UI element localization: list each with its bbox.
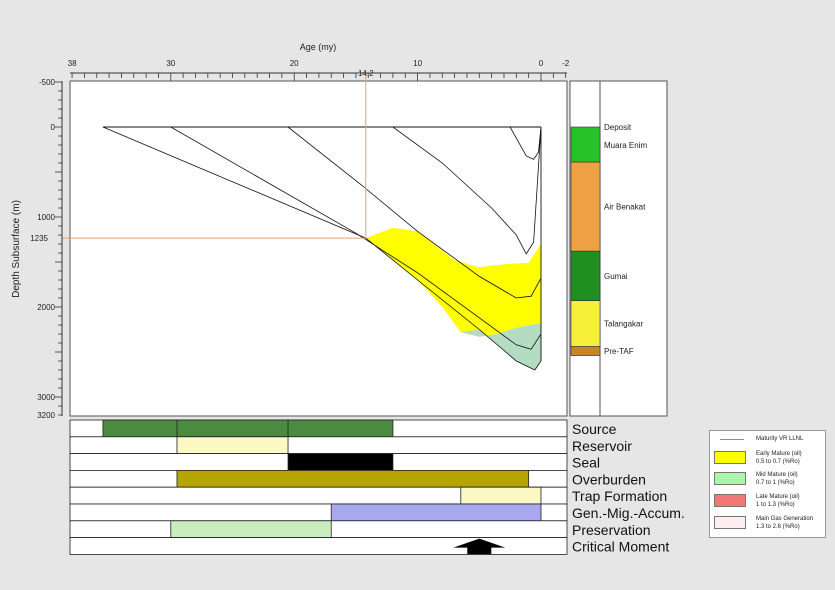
critical-moment-arrow — [453, 538, 506, 555]
strat-unit-label: Gumai — [604, 272, 628, 281]
event-bar — [170, 520, 332, 538]
strat-unit — [570, 250, 601, 301]
event-bar — [287, 453, 394, 471]
horizon-line-5 — [509, 126, 542, 160]
legend-line-swatch — [720, 439, 744, 440]
maturity-legend: Maturity VR LLNL Early Mature (oil) 0.5 … — [709, 430, 826, 538]
strat-unit-label: Muara Enim — [604, 141, 647, 150]
legend-swatch-mid-mature — [714, 472, 746, 485]
x-tick-label: 10 — [413, 59, 422, 68]
event-label: Preservation — [572, 522, 651, 538]
x-tick-label: 0 — [539, 59, 544, 68]
x-tick-label: 30 — [166, 59, 175, 68]
legend-item-late-mature: Late Mature (oil) 1 to 1.3 (%Ro) — [714, 493, 824, 511]
event-label: Seal — [572, 455, 600, 471]
event-row — [69, 436, 568, 454]
depth-marker-label: 1235 — [30, 234, 48, 243]
plot-area — [69, 80, 568, 417]
event-bar — [330, 503, 542, 522]
mid-mature-zone — [460, 323, 541, 370]
x-tick-label: 20 — [290, 59, 299, 68]
legend-swatch-late-mature — [714, 494, 746, 507]
strat-column: Deposit Muara Enim Air Benakat Gumai Talanga… — [570, 123, 647, 356]
legend-label: Mid Mature (oil) — [756, 472, 798, 478]
event-bar — [102, 419, 394, 438]
legend-label: Late Mature (oil) — [756, 494, 800, 500]
strat-unit — [570, 346, 601, 356]
legend-item-maturity-vr: Maturity VR LLNL — [714, 435, 824, 445]
age-marker-label: 14.2 — [358, 69, 374, 78]
legend-item-main-gas: Main Gas Generation 1.3 to 2.6 (%Ro) — [714, 515, 824, 533]
legend-sublabel: 1 to 1.3 (%Ro) — [756, 502, 795, 508]
event-bar — [460, 486, 542, 505]
horizon-line-3 — [287, 126, 542, 299]
burial-horizons — [102, 126, 542, 371]
x-tick-label: 38 — [68, 59, 77, 68]
strat-unit — [570, 161, 601, 252]
marker-lines — [62, 73, 367, 239]
legend-sublabel: 1.3 to 2.6 (%Ro) — [756, 524, 800, 530]
y-tick-label: -500 — [39, 78, 56, 87]
y-axis-title: Depth Subsurface (m) — [11, 200, 22, 298]
event-bar — [176, 436, 289, 454]
event-row — [69, 537, 568, 555]
event-label: Overburden — [572, 471, 646, 487]
legend-item-mid-mature: Mid Mature (oil) 0.7 to 1 (%Ro) — [714, 471, 824, 489]
strat-unit-label: Deposit — [604, 123, 632, 132]
legend-label: Maturity VR LLNL — [756, 436, 804, 442]
legend-label: Main Gas Generation — [756, 516, 814, 522]
event-bar — [176, 469, 530, 488]
early-mature-zone — [365, 227, 541, 337]
x-tick-label: -2 — [562, 59, 570, 68]
maturity-zones — [365, 227, 541, 370]
horizon-line-4 — [392, 126, 542, 255]
legend-label: Early Mature (oil) — [756, 451, 802, 457]
legend-swatch-main-gas — [714, 516, 746, 529]
event-label: Trap Formation — [572, 488, 667, 504]
x-axis-title: Age (my) — [300, 42, 337, 52]
strat-unit-label: Pre-TAF — [604, 347, 634, 356]
y-tick-label: 3200 — [37, 411, 55, 420]
event-label: Critical Moment — [572, 539, 669, 555]
legend-swatch-early-mature — [714, 451, 746, 464]
strat-unit-label: Talangakar — [604, 320, 643, 329]
y-tick-label: 1000 — [37, 213, 55, 222]
y-tick-label: 0 — [51, 123, 56, 132]
strat-unit — [570, 300, 601, 347]
legend-sublabel: 0.7 to 1 (%Ro) — [756, 480, 795, 486]
y-tick-label: 3000 — [37, 393, 55, 402]
strat-unit-label: Air Benakat — [604, 203, 646, 212]
event-label: Source — [572, 421, 617, 437]
event-label: Reservoir — [572, 438, 632, 454]
legend-sublabel: 0.5 to 0.7 (%Ro) — [756, 459, 800, 465]
y-ticks: -500 0 1000 2000 3000 3200 1235 — [30, 78, 62, 420]
strat-unit — [570, 126, 601, 163]
legend-item-early-mature: Early Mature (oil) 0.5 to 0.7 (%Ro) — [714, 450, 824, 468]
horizon-line-2 — [170, 126, 542, 350]
y-tick-label: 2000 — [37, 303, 55, 312]
event-label: Gen.-Mig.-Accum. — [572, 505, 685, 521]
x-ticks: 38 30 20 10 0 -2 14.2 — [68, 59, 570, 81]
